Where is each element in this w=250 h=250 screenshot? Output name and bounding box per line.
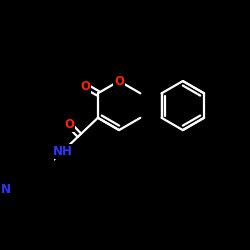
Text: O: O [114,74,124,88]
Text: NH: NH [53,144,73,158]
Text: O: O [80,80,90,92]
Text: N: N [1,183,11,196]
Text: O: O [64,118,74,131]
